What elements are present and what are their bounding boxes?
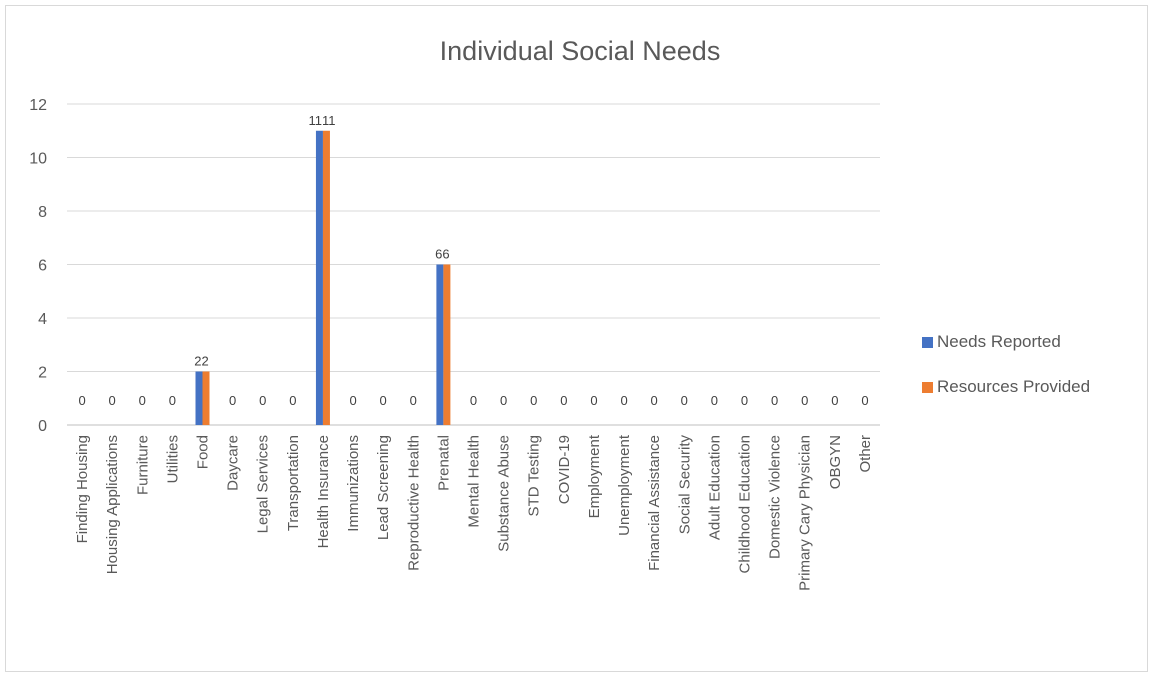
bar-resources-provided [443, 264, 451, 425]
data-label: 0 [139, 393, 146, 408]
bar-needs-reported [436, 264, 444, 425]
data-label: 0 [620, 393, 627, 408]
x-category-label: Immunizations [345, 435, 362, 532]
x-category-label: Housing Applications [104, 435, 121, 574]
x-category-label: Other [857, 435, 874, 473]
data-label: 0 [861, 393, 868, 408]
data-label: 0 [109, 393, 116, 408]
x-category-label: Social Security [676, 435, 693, 535]
data-label: 0 [500, 393, 507, 408]
y-tick-label: 10 [29, 151, 47, 168]
chart-title: Individual Social Needs [440, 36, 721, 66]
data-label: 11 [322, 113, 336, 128]
x-category-label: Furniture [134, 435, 151, 495]
data-labels: 0 0 0 0 2 2 0 0 0 11 11 0 0 0 6 6 0 0 0 0 0 0 0 0 0 0 0 0 0 0 [78, 113, 868, 408]
data-label: 0 [651, 393, 658, 408]
x-category-label: Employment [586, 434, 603, 518]
x-category-label: Transportation [285, 435, 302, 531]
x-category-label: Daycare [225, 435, 242, 491]
x-category-label: Mental Health [466, 435, 483, 528]
chart-frame [5, 5, 1148, 672]
data-label: 6 [435, 247, 442, 262]
bars [195, 130, 451, 425]
x-category-label: Primary Cary Physician [797, 435, 814, 591]
data-label: 0 [741, 393, 748, 408]
y-tick-label: 12 [29, 97, 47, 114]
y-tick-label: 8 [38, 204, 47, 221]
legend-swatch [922, 337, 933, 348]
data-label: 11 [308, 113, 322, 128]
x-category-label: Legal Services [255, 435, 272, 533]
data-label: 0 [530, 393, 537, 408]
data-label: 2 [202, 354, 209, 369]
x-category-label: Reproductive Health [405, 435, 422, 571]
data-label: 0 [289, 393, 296, 408]
data-label: 6 [442, 247, 449, 262]
y-tick-label: 2 [38, 365, 47, 382]
x-category-label: Food [195, 435, 212, 469]
data-label: 0 [380, 393, 387, 408]
x-category-label: OBGYN [827, 435, 844, 489]
x-category-label: Domestic Violence [767, 435, 784, 559]
x-category-label: Prenatal [435, 435, 452, 491]
x-category-label: Financial Assistance [646, 435, 663, 571]
x-category-label: Childhood Education [737, 435, 754, 573]
x-category-label: Utilities [164, 435, 181, 483]
x-category-label: Unemployment [616, 434, 633, 536]
bar-needs-reported [195, 371, 203, 425]
data-label: 0 [169, 393, 176, 408]
data-label: 0 [681, 393, 688, 408]
y-tick-label: 4 [38, 311, 47, 328]
legend-label: Needs Reported [937, 332, 1061, 351]
gridlines [67, 103, 880, 426]
y-tick-label: 0 [38, 418, 47, 435]
x-category-label: Lead Screening [375, 435, 392, 540]
x-category-label: Finding Housing [74, 435, 91, 543]
x-category-label: STD Testing [526, 435, 543, 516]
x-category-label: Health Insurance [315, 435, 332, 548]
x-category-label: Adult Education [706, 435, 723, 540]
legend-label: Resources Provided [937, 377, 1090, 396]
data-label: 0 [349, 393, 356, 408]
data-label: 0 [259, 393, 266, 408]
data-label: 0 [831, 393, 838, 408]
x-category-label: Substance Abuse [496, 435, 513, 552]
data-label: 0 [711, 393, 718, 408]
bar-resources-provided [322, 130, 330, 425]
data-label: 0 [229, 393, 236, 408]
data-label: 0 [78, 393, 85, 408]
data-label: 0 [771, 393, 778, 408]
bar-resources-provided [202, 371, 210, 425]
data-label: 0 [470, 393, 477, 408]
y-axis-ticks: 0 2 4 6 8 10 12 [29, 97, 47, 435]
x-axis-categories: Finding Housing Housing Applications Furni… [74, 434, 874, 591]
bar-needs-reported [315, 130, 323, 425]
data-label: 0 [801, 393, 808, 408]
data-label: 0 [410, 393, 417, 408]
y-tick-label: 6 [38, 258, 47, 275]
data-label: 0 [590, 393, 597, 408]
legend: Needs Reported Resources Provided [922, 332, 1090, 396]
legend-swatch [922, 382, 933, 393]
data-label: 2 [194, 354, 201, 369]
data-label: 0 [560, 393, 567, 408]
x-category-label: COVID-19 [556, 435, 573, 504]
